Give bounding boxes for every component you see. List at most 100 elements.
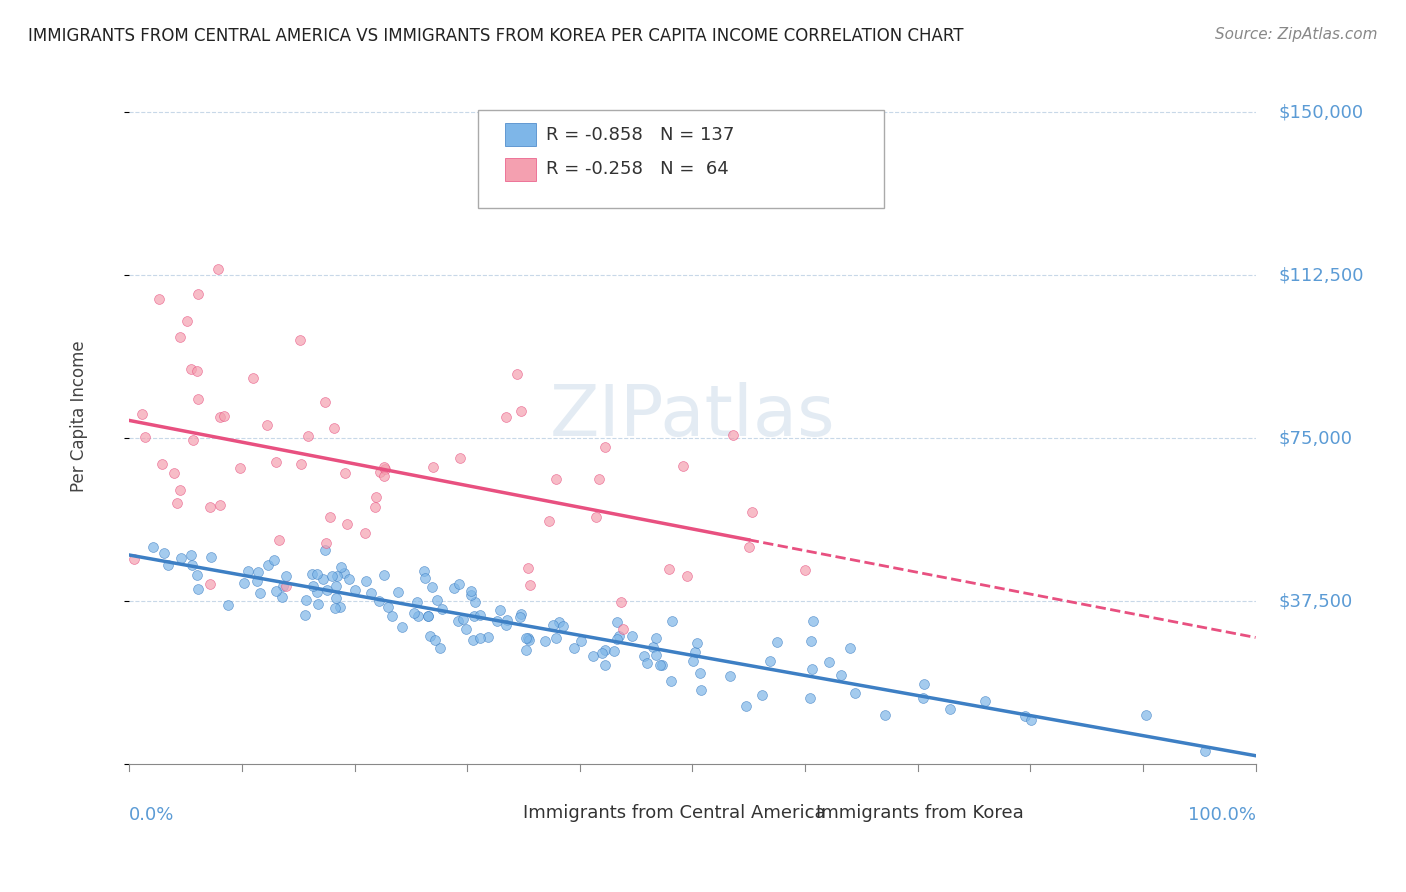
- Point: [495, 613, 517, 627]
- Point: [288, 334, 311, 348]
- Point: [209, 498, 232, 512]
- Point: [374, 462, 396, 476]
- Point: [477, 630, 499, 644]
- Point: [242, 371, 264, 385]
- Point: [515, 643, 537, 657]
- Point: [187, 392, 209, 406]
- Point: [148, 292, 170, 306]
- Text: R = -0.258   N =  64: R = -0.258 N = 64: [546, 161, 728, 178]
- Point: [974, 694, 997, 708]
- Point: [606, 615, 628, 630]
- Point: [607, 629, 630, 643]
- Point: [249, 586, 271, 600]
- Point: [180, 548, 202, 562]
- Point: [153, 546, 176, 560]
- Point: [316, 582, 339, 597]
- Text: Source: ZipAtlas.com: Source: ZipAtlas.com: [1215, 27, 1378, 42]
- Point: [911, 690, 934, 705]
- Text: $75,000: $75,000: [1278, 429, 1353, 447]
- Point: [373, 459, 395, 474]
- Point: [134, 430, 156, 444]
- Point: [169, 329, 191, 343]
- Point: [593, 657, 616, 672]
- Point: [443, 581, 465, 595]
- Point: [636, 656, 658, 670]
- Point: [645, 648, 668, 662]
- Point: [181, 558, 204, 572]
- Point: [582, 648, 605, 663]
- Point: [271, 590, 294, 604]
- Point: [468, 631, 491, 645]
- Point: [323, 421, 346, 435]
- Point: [546, 472, 568, 486]
- Point: [464, 595, 486, 609]
- Point: [690, 683, 713, 698]
- Point: [404, 606, 426, 620]
- Point: [751, 688, 773, 702]
- Point: [766, 634, 789, 648]
- Point: [266, 455, 288, 469]
- Point: [495, 409, 517, 424]
- Point: [548, 615, 571, 629]
- Point: [460, 584, 482, 599]
- Point: [325, 579, 347, 593]
- Text: $150,000: $150,000: [1278, 103, 1364, 121]
- Point: [801, 614, 824, 628]
- Point: [360, 586, 382, 600]
- Point: [333, 466, 356, 480]
- Point: [377, 599, 399, 614]
- FancyBboxPatch shape: [482, 802, 513, 824]
- Point: [651, 657, 673, 672]
- Point: [337, 572, 360, 586]
- Point: [124, 551, 146, 566]
- Point: [585, 510, 607, 524]
- Point: [246, 565, 269, 579]
- Point: [759, 654, 782, 668]
- Point: [912, 676, 935, 690]
- Text: 0.0%: 0.0%: [129, 806, 174, 824]
- Point: [336, 516, 359, 531]
- Text: 100.0%: 100.0%: [1188, 806, 1256, 824]
- Point: [170, 551, 193, 566]
- Point: [323, 601, 346, 615]
- Point: [294, 592, 316, 607]
- Point: [429, 640, 451, 655]
- Point: [645, 631, 668, 645]
- Point: [818, 655, 841, 669]
- Text: $112,500: $112,500: [1278, 266, 1364, 284]
- Point: [420, 580, 443, 594]
- Point: [181, 434, 204, 448]
- Point: [682, 654, 704, 668]
- Point: [551, 619, 574, 633]
- Point: [456, 622, 478, 636]
- Point: [274, 579, 297, 593]
- Point: [610, 595, 633, 609]
- Point: [534, 634, 557, 648]
- Point: [263, 553, 285, 567]
- Point: [830, 668, 852, 682]
- Point: [217, 598, 239, 612]
- Point: [312, 572, 335, 586]
- Point: [150, 458, 173, 472]
- Point: [269, 533, 291, 547]
- Point: [301, 566, 323, 581]
- Point: [416, 609, 439, 624]
- Point: [606, 632, 628, 647]
- Point: [648, 657, 671, 672]
- Point: [659, 674, 682, 689]
- Point: [721, 428, 744, 442]
- Point: [187, 286, 209, 301]
- Point: [418, 608, 440, 623]
- Point: [1019, 713, 1042, 727]
- Point: [208, 410, 231, 425]
- Point: [844, 686, 866, 700]
- Point: [939, 701, 962, 715]
- Point: [236, 564, 259, 578]
- Point: [373, 567, 395, 582]
- Point: [509, 609, 531, 624]
- Point: [1014, 708, 1036, 723]
- Point: [207, 261, 229, 276]
- Point: [314, 394, 336, 409]
- Point: [271, 578, 294, 592]
- Point: [307, 597, 329, 611]
